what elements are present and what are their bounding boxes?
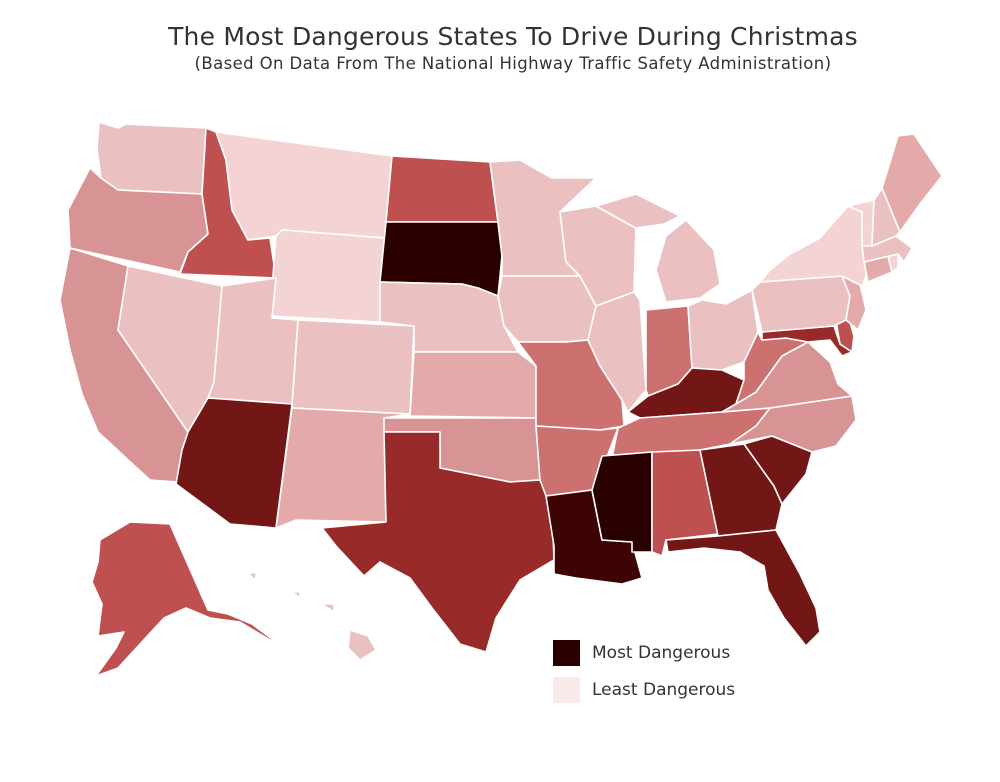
state-MS	[591, 451, 653, 553]
state-ND	[385, 155, 499, 223]
state-AK	[91, 521, 277, 677]
state-VT	[847, 199, 875, 247]
legend-item-most: Most Dangerous	[553, 640, 735, 666]
state-NC	[729, 395, 857, 453]
alaska-hawaii	[91, 521, 377, 677]
state-WV	[735, 331, 809, 405]
state-NH	[871, 187, 901, 247]
state-NE	[379, 281, 519, 353]
state-MI	[595, 193, 721, 303]
legend-label-least: Least Dangerous	[592, 680, 736, 700]
state-PA	[751, 275, 851, 333]
legend-swatch-most	[553, 640, 580, 666]
state-KS	[409, 351, 537, 419]
state-MO	[517, 339, 625, 431]
state-WY	[269, 229, 387, 323]
map-subtitle: (Based On Data From The National Highway…	[194, 54, 832, 73]
legend-label-most: Most Dangerous	[592, 643, 731, 663]
contiguous-us	[59, 121, 943, 653]
state-WA	[96, 121, 207, 195]
state-HI	[247, 571, 377, 661]
state-MT	[215, 131, 393, 241]
state-MD	[761, 325, 853, 357]
state-FL	[665, 529, 821, 647]
state-IA	[497, 275, 597, 343]
legend: Most Dangerous Least Dangerous	[553, 640, 735, 714]
legend-swatch-least	[553, 677, 580, 703]
state-CO	[291, 319, 415, 415]
map-title: The Most Dangerous States To Drive Durin…	[168, 22, 858, 51]
state-NY	[759, 205, 867, 287]
state-TX	[321, 431, 555, 653]
state-ME	[881, 133, 943, 233]
legend-item-least: Least Dangerous	[553, 677, 735, 703]
